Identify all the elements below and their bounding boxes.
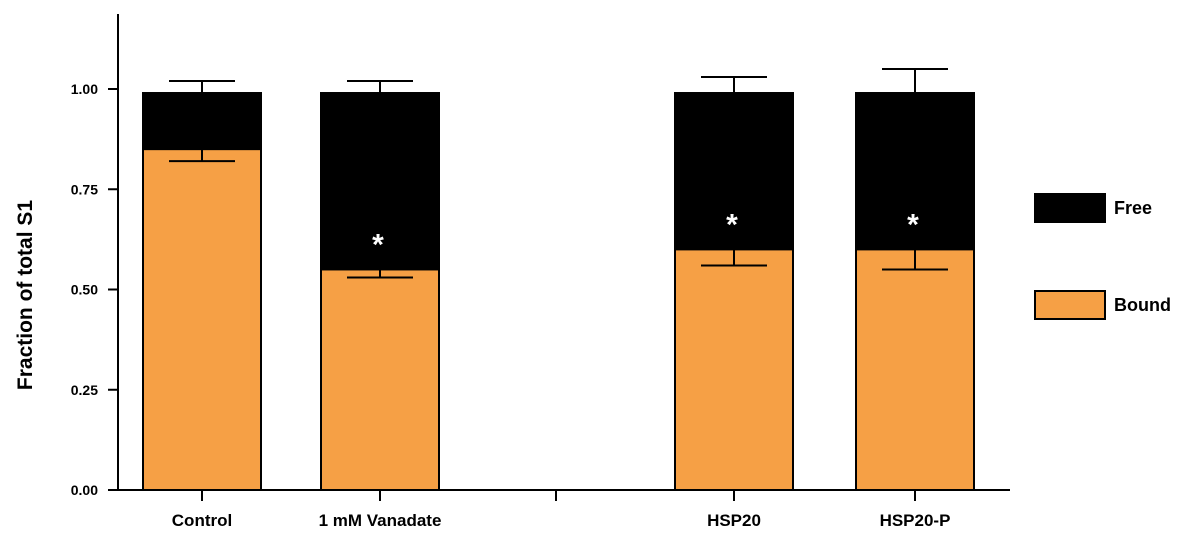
significance-asterisk: * [907, 208, 919, 241]
bar-free [142, 92, 262, 151]
x-tick-label: Control [172, 511, 232, 530]
bar-free [855, 92, 975, 251]
x-tick-label: 1 mM Vanadate [319, 511, 442, 530]
y-axis-label: Fraction of total S1 [14, 200, 37, 391]
legend-swatch [1034, 193, 1106, 223]
x-tick-label: HSP20-P [880, 511, 951, 530]
bar-bound [855, 248, 975, 491]
y-tick-label: 0.50 [71, 282, 98, 298]
legend-label: Free [1114, 198, 1152, 218]
bar-free [320, 92, 440, 271]
bars [142, 92, 975, 492]
y-tick-label: 0.00 [71, 482, 98, 498]
error-bars [169, 67, 948, 279]
x-tick-label: HSP20 [707, 511, 761, 530]
bar-free [674, 92, 794, 251]
y-tick-label: 0.25 [71, 382, 98, 398]
bar-bound [320, 268, 440, 492]
significance-asterisk: * [372, 228, 384, 261]
y-tick-label: 1.00 [71, 81, 98, 97]
legend: Free Bound [1034, 193, 1171, 320]
significance-asterisk: * [726, 208, 738, 241]
bar-bound [674, 248, 794, 491]
bar-bound [142, 148, 262, 491]
significance-markers: * * * [372, 208, 919, 261]
legend-swatch [1034, 290, 1106, 320]
legend-label: Bound [1114, 295, 1171, 315]
y-tick-label: 0.75 [71, 181, 98, 197]
axes: 0.00 0.25 0.50 0.75 1.00 Control 1 mM Vanadate… [71, 14, 1010, 530]
